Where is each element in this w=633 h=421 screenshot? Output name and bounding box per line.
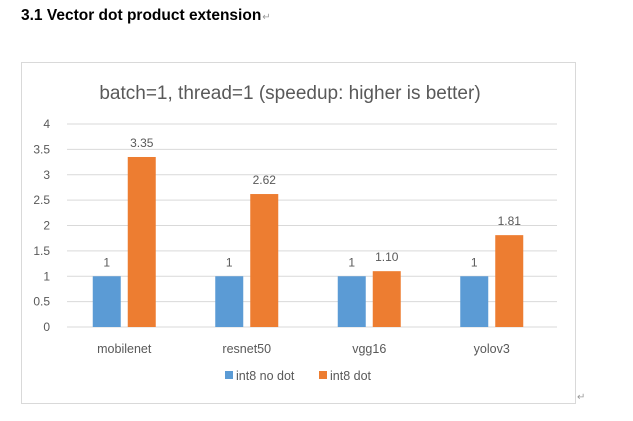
x-axis-ticks: mobilenet resnet50 vgg16 yolov3 <box>97 342 510 356</box>
bar-int8-dot-vgg16 <box>372 271 401 327</box>
data-label: 1 <box>471 255 478 269</box>
bar-int8-no-dot-resnet50 <box>215 276 244 327</box>
data-label: 1 <box>226 255 233 269</box>
bar-int8-dot-yolov3 <box>495 235 524 327</box>
legend: int8 no dot int8 dot <box>225 369 372 383</box>
data-label: 1.81 <box>498 214 522 228</box>
data-label: 3.35 <box>130 136 154 150</box>
section-heading-text: 3.1 Vector dot product extension <box>21 7 262 24</box>
legend-label: int8 no dot <box>236 369 295 383</box>
bar-int8-dot-mobilenet <box>127 156 156 327</box>
legend-swatch <box>225 371 233 379</box>
y-tick-label: 2.5 <box>33 193 50 207</box>
data-label: 2.62 <box>253 173 277 187</box>
x-tick-label: yolov3 <box>474 342 510 356</box>
data-label: 1 <box>348 255 355 269</box>
data-label: 1 <box>103 255 110 269</box>
bar-int8-no-dot-mobilenet <box>92 276 121 327</box>
chart-title: batch=1, thread=1 (speedup: higher is be… <box>99 83 480 104</box>
chart-frame[interactable]: batch=1, thread=1 (speedup: higher is be… <box>21 62 576 404</box>
y-tick-label: 2 <box>43 219 50 233</box>
x-tick-label: mobilenet <box>97 342 152 356</box>
y-tick-label: 0 <box>43 320 50 334</box>
bars <box>92 156 524 327</box>
end-paragraph-mark: ↵ <box>577 392 586 403</box>
y-axis-ticks: 0 0.5 1 1.5 2 2.5 3 3.5 4 <box>33 117 50 334</box>
bar-int8-no-dot-yolov3 <box>460 276 489 327</box>
bar-int8-no-dot-vgg16 <box>337 276 366 327</box>
paragraph-mark: ↵ <box>262 12 271 23</box>
y-tick-label: 1 <box>43 269 50 283</box>
legend-swatch <box>319 371 327 379</box>
y-tick-label: 3.5 <box>33 142 50 156</box>
y-tick-label: 3 <box>43 168 50 182</box>
legend-label: int8 dot <box>330 369 372 383</box>
data-labels: 1 3.35 1 2.62 1 1.10 1 1.81 <box>103 136 521 269</box>
x-tick-label: vgg16 <box>352 342 386 356</box>
data-label: 1.10 <box>375 250 399 264</box>
x-tick-label: resnet50 <box>222 342 271 356</box>
speedup-bar-chart: batch=1, thread=1 (speedup: higher is be… <box>33 83 557 383</box>
section-heading: 3.1 Vector dot product extension↵ <box>21 7 271 25</box>
y-tick-label: 4 <box>43 117 50 131</box>
bar-int8-dot-resnet50 <box>250 194 279 327</box>
y-tick-label: 1.5 <box>33 244 50 258</box>
y-tick-label: 0.5 <box>33 295 50 309</box>
